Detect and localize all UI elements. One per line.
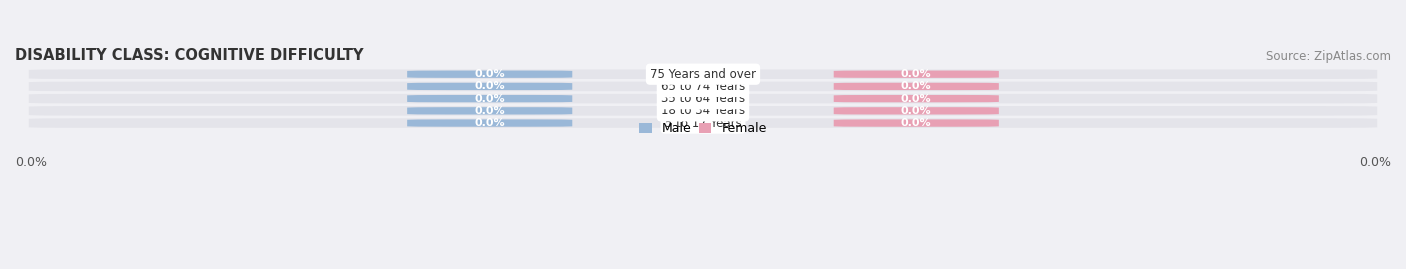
Text: Source: ZipAtlas.com: Source: ZipAtlas.com [1265,50,1391,63]
Text: 0.0%: 0.0% [901,94,932,104]
Text: 0.0%: 0.0% [901,69,932,79]
Text: 0.0%: 0.0% [1360,156,1391,169]
Text: 65 to 74 Years: 65 to 74 Years [661,80,745,93]
FancyBboxPatch shape [834,119,998,127]
FancyBboxPatch shape [408,95,572,102]
FancyBboxPatch shape [28,82,1378,91]
Legend: Male, Female: Male, Female [634,117,772,140]
Text: 0.0%: 0.0% [15,156,46,169]
Text: 35 to 64 Years: 35 to 64 Years [661,92,745,105]
Text: 18 to 34 Years: 18 to 34 Years [661,104,745,117]
FancyBboxPatch shape [28,106,1378,116]
Text: 0.0%: 0.0% [474,118,505,128]
FancyBboxPatch shape [408,70,572,78]
FancyBboxPatch shape [834,70,998,78]
FancyBboxPatch shape [28,94,1378,103]
Text: 0.0%: 0.0% [474,69,505,79]
FancyBboxPatch shape [28,69,1378,79]
Text: 0.0%: 0.0% [474,106,505,116]
FancyBboxPatch shape [28,118,1378,128]
Text: 5 to 17 Years: 5 to 17 Years [665,116,741,130]
Text: 0.0%: 0.0% [901,118,932,128]
FancyBboxPatch shape [834,83,998,90]
FancyBboxPatch shape [834,107,998,115]
Text: 0.0%: 0.0% [901,106,932,116]
Text: DISABILITY CLASS: COGNITIVE DIFFICULTY: DISABILITY CLASS: COGNITIVE DIFFICULTY [15,48,364,63]
FancyBboxPatch shape [834,95,998,102]
Text: 0.0%: 0.0% [901,82,932,91]
Text: 75 Years and over: 75 Years and over [650,68,756,81]
Text: 0.0%: 0.0% [474,94,505,104]
FancyBboxPatch shape [408,107,572,115]
Text: 0.0%: 0.0% [474,82,505,91]
FancyBboxPatch shape [408,119,572,127]
FancyBboxPatch shape [408,83,572,90]
